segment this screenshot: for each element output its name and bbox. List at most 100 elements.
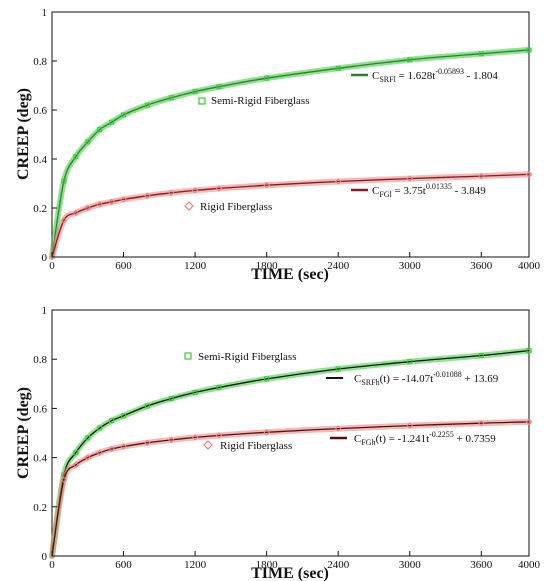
bottom-semi-rigid-point [97,425,103,431]
bottom-eq-semi-rigid: CSRFh(t) = -14.07t-0.01088 + 13.69 [354,370,499,387]
bottom-rigid-point [144,439,151,447]
top-x-tick-label: 3600 [470,260,493,272]
top-rigid-point [191,187,199,194]
top-y-tick-label: 0.4 [33,154,47,166]
top-legend-semi-rigid-label: Semi-Rigid Fiberglass [211,95,310,107]
bottom-rigid-point [191,434,199,441]
top-x-tick-label: 1200 [184,260,207,272]
bottom-rigid-point [406,422,413,429]
top-semi-rigid-point [97,127,103,133]
top-eq-semi-rigid: CSRFl = 1.628t-0.05893 - 1.804 [372,67,498,84]
bottom-semi-rigid-point [526,348,532,354]
bottom-rigid-point [96,449,103,456]
top-semi-rigid-point [216,84,222,90]
bottom-rigid-fit-line [51,421,530,557]
bottom-semi-rigid-point [264,376,270,382]
bottom-x-tick-label: 4000 [518,559,541,571]
bottom-y-tick-label: 0.6 [33,403,47,415]
top-y-tick-label: 0.6 [33,105,47,117]
bottom-semi-rigid-point [85,435,91,441]
bottom-rigid-point [72,461,80,469]
top-chart: 0 600 1200 1800 2400 3000 3600 4000 0 0.2 0.4 0.6 0.… [15,7,541,283]
top-semi-rigid-point [478,51,484,57]
top-y-tick-label: 0.8 [33,56,47,68]
bottom-y-tick-label: 0.8 [33,354,47,366]
bottom-chart: 0 600 1200 1800 2400 3000 3600 4000 0 0.2 0.4 0.6 0.… [15,305,541,581]
top-rigid-point [478,172,485,180]
bottom-semi-rigid-point [192,389,198,395]
top-x-tick-label: 1800 [256,260,279,272]
bottom-semi-rigid-point [407,359,413,365]
top-semi-rigid-point [61,178,67,184]
bottom-legend-semi-rigid-label: Semi-Rigid Fiberglass [198,351,297,363]
bottom-semi-rigid-point [73,450,79,456]
top-legend-rigid-label: Rigid Fiberglass [200,201,272,213]
top-legend-rigid-marker [184,201,194,211]
top-rigid-point [72,209,80,217]
bottom-x-tick-label: 1200 [184,559,207,571]
top-x-tick-label: 4000 [518,260,541,272]
top-semi-rigid-point [168,95,174,101]
top-plot-frame [51,11,530,258]
bottom-legend-rigid-label: Rigid Fiberglass [220,440,292,452]
top-semi-rigid-point [144,102,150,108]
bottom-rigid-point [120,443,127,450]
bottom-rigid-point [525,418,533,426]
bottom-y-axis-label: CREEP (deg) [15,387,32,479]
bottom-rigid-point [263,429,270,436]
bottom-semi-rigid-point [109,418,115,424]
top-semi-rigid-point [335,65,341,71]
top-semi-rigid-point [85,139,91,145]
bottom-rigid-point [108,445,115,453]
bottom-legend-semi-rigid-marker [184,352,192,360]
bottom-semi-rigid-point [144,403,150,409]
top-rigid-point [263,182,270,189]
top-eq-rigid: CFGl = 3.75t0.01335 - 3.849 [372,182,486,199]
top-semi-rigid-fit-line [51,49,530,258]
bottom-semi-rigid-point [335,366,341,372]
bottom-y-tick-label: 1 [42,305,48,317]
top-rigid-point [215,185,223,192]
bottom-marks [49,347,533,559]
top-rigid-point [525,171,533,178]
top-semi-rigid-point [264,75,270,81]
top-x-axis-label: TIME (sec) [251,266,329,283]
bottom-x-tick-label: 1800 [256,559,279,571]
top-rigid-point [334,178,342,185]
bottom-y-tick-label: 0 [42,551,48,563]
bottom-semi-rigid-data-band [49,347,532,559]
bottom-x-tick-label: 2400 [327,559,350,571]
top-rigid-point [108,198,115,206]
top-rigid-point [406,175,413,182]
bottom-rigid-point [478,419,485,427]
bottom-rigid-point [334,425,342,432]
bottom-x-axis-label: TIME (sec) [251,565,329,581]
bottom-semi-rigid-point [478,353,484,359]
top-semi-rigid-point [109,119,115,125]
top-semi-rigid-data-band [49,47,532,260]
top-semi-rigid-point [73,154,79,160]
top-rigid-point [168,189,175,197]
bottom-y-tick-label: 0.4 [33,453,47,465]
top-y-axis-label: CREEP (deg) [15,88,32,180]
bottom-x-tick-label: 3600 [470,559,493,571]
bottom-y-tick-label: 0.2 [33,502,47,514]
top-x-tick-label: 600 [115,260,132,272]
top-semi-rigid-point [121,112,127,118]
bottom-rigid-point [84,454,91,461]
top-y-tick-label: 0.2 [33,203,47,215]
bottom-semi-rigid-point [121,413,127,419]
bottom-eq-rigid: CFGh(t) = -1.241t-0.2255 + 0.7359 [354,430,496,447]
top-y-tick-label: 1 [42,7,48,19]
top-rigid-fit-line [51,173,530,258]
top-x-tick-label: 2400 [327,260,350,272]
top-semi-rigid-point [192,89,198,95]
bottom-semi-rigid-point [168,396,174,402]
top-x-tick-label: 0 [49,260,55,272]
top-rigid-point [144,192,151,199]
bottom-rigid-point [60,476,68,483]
bottom-x-tick-label: 0 [49,559,55,571]
bottom-x-tick-label: 600 [115,559,132,571]
top-x-tick-label: 3000 [399,260,422,272]
